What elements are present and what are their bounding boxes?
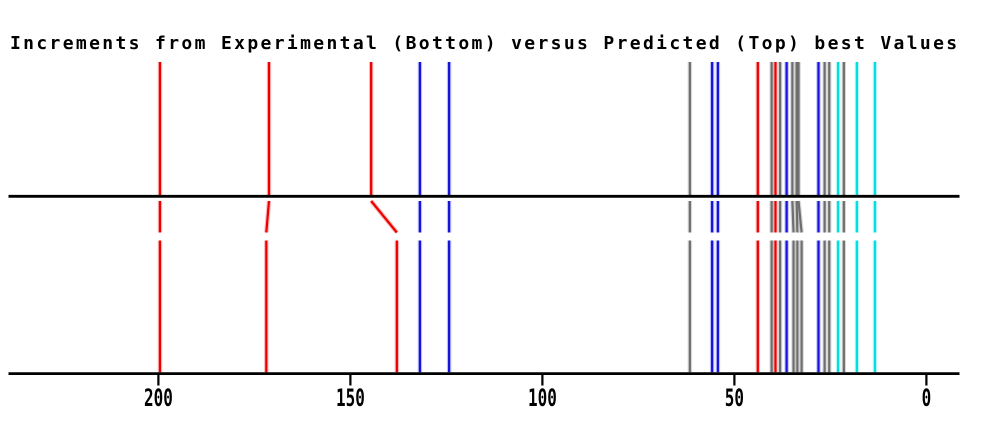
connector-segments-section bbox=[157, 199, 878, 234]
chart-title: Increments from Experimental (Bottom) ve… bbox=[10, 33, 960, 54]
connector-line-red bbox=[370, 200, 398, 234]
axis-tick-label: 100 bbox=[528, 384, 557, 412]
experimental-lines-section bbox=[157, 240, 878, 373]
connector-line-red bbox=[265, 200, 271, 233]
connector-line-gray bbox=[791, 200, 795, 233]
axes: 200 150 100 50 0 bbox=[8, 194, 960, 412]
axis-tick-label: 50 bbox=[725, 384, 744, 412]
connector-line-gray bbox=[797, 200, 803, 233]
axis-tick-label: 150 bbox=[336, 384, 365, 412]
connector-line-gray bbox=[795, 200, 799, 233]
predicted-lines-section bbox=[157, 62, 878, 196]
axis-tick-label: 200 bbox=[144, 384, 173, 412]
axis-tick-label: 0 bbox=[922, 384, 932, 412]
